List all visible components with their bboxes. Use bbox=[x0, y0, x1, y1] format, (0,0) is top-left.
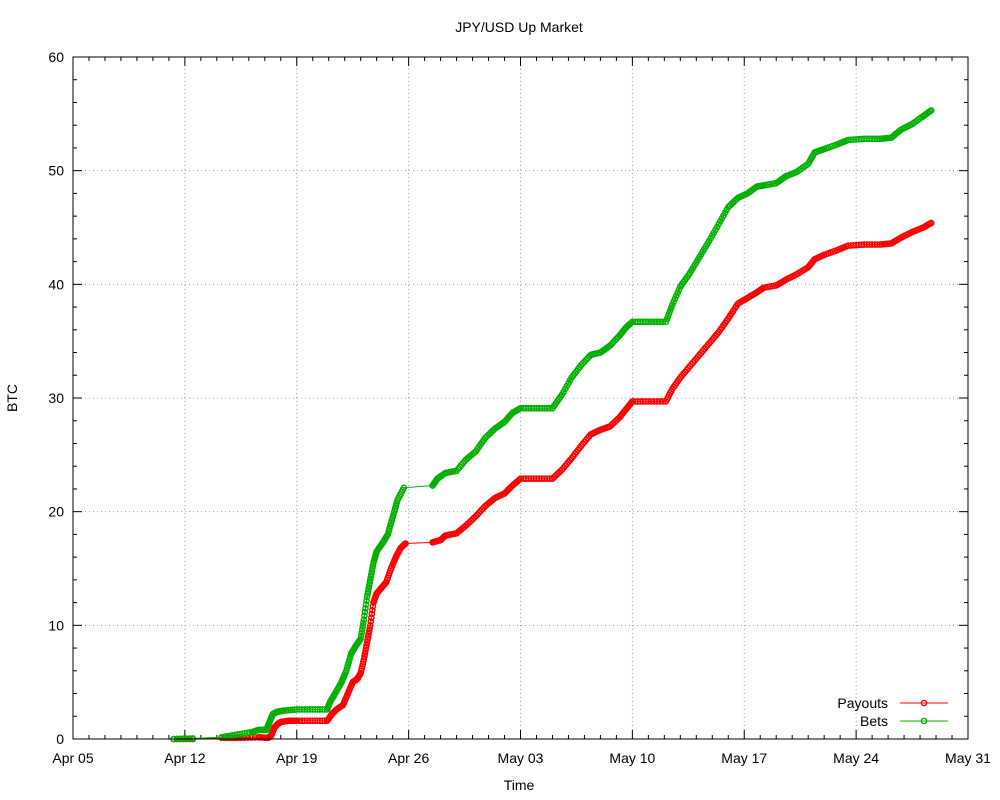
data-point-bets bbox=[360, 616, 368, 623]
x-tick-label: May 24 bbox=[833, 750, 879, 766]
y-axis-label: BTC bbox=[4, 384, 20, 412]
data-point-bets bbox=[384, 531, 392, 538]
data-point-payouts bbox=[515, 476, 523, 484]
x-tick-label: Apr 12 bbox=[164, 750, 205, 766]
data-point-bets bbox=[362, 604, 369, 612]
data-point-bets bbox=[358, 629, 366, 636]
data-point-bets bbox=[388, 516, 396, 524]
data-point-payouts bbox=[369, 606, 376, 614]
plot-frame bbox=[72, 56, 969, 740]
data-point-bets bbox=[345, 658, 352, 666]
data-point-bets bbox=[389, 514, 396, 521]
data-point-bets bbox=[357, 632, 365, 640]
data-point-bets bbox=[392, 502, 400, 510]
x-tick-label: May 17 bbox=[721, 750, 767, 766]
y-tick-label: 10 bbox=[48, 617, 64, 633]
data-point-bets bbox=[343, 664, 351, 672]
data-point-payouts bbox=[366, 624, 374, 632]
legend: Payouts Bets bbox=[837, 695, 948, 729]
data-point-payouts bbox=[367, 618, 375, 625]
legend-label-payouts: Payouts bbox=[837, 695, 888, 711]
data-point-bets bbox=[386, 522, 394, 530]
y-tick-label: 50 bbox=[48, 163, 64, 179]
legend-marker-payouts bbox=[920, 699, 928, 707]
x-axis-label: Time bbox=[504, 777, 535, 793]
y-tick-label: 60 bbox=[48, 49, 64, 65]
data-point-payouts bbox=[402, 540, 409, 547]
y-tick-label: 0 bbox=[56, 731, 64, 747]
data-point-bets bbox=[358, 626, 366, 633]
x-tick-label: Apr 05 bbox=[52, 750, 93, 766]
data-point-bets bbox=[361, 608, 369, 616]
data-point-bets bbox=[346, 656, 353, 663]
data-point-payouts bbox=[368, 610, 376, 618]
data-point-bets bbox=[344, 661, 352, 669]
x-tick-label: Apr 26 bbox=[388, 750, 429, 766]
grid bbox=[73, 57, 968, 739]
data-point-bets bbox=[359, 622, 367, 630]
series-layer bbox=[170, 107, 935, 743]
x-tick-label: May 31 bbox=[945, 750, 991, 766]
data-point-bets bbox=[363, 597, 370, 605]
data-point-payouts bbox=[927, 219, 935, 227]
x-tick-label: Apr 19 bbox=[276, 750, 317, 766]
data-point-bets bbox=[390, 508, 398, 515]
data-point-payouts bbox=[237, 734, 245, 742]
axes: 0 10 20 30 40 50 60 Apr 05 Apr 12 Apr 19 Apr 26 May… bbox=[48, 49, 991, 766]
x-tick-label: May 10 bbox=[609, 750, 655, 766]
data-point-bets bbox=[385, 528, 392, 535]
data-point-bets bbox=[361, 612, 368, 620]
legend-label-bets: Bets bbox=[860, 713, 888, 729]
data-point-bets bbox=[189, 735, 197, 742]
legend-marker-bets bbox=[920, 717, 928, 725]
x-tick-label: May 03 bbox=[498, 750, 544, 766]
data-point-bets bbox=[362, 601, 370, 608]
data-point-bets bbox=[927, 107, 935, 114]
data-point-bets bbox=[360, 619, 367, 627]
y-tick-label: 30 bbox=[48, 390, 64, 406]
data-point-bets bbox=[386, 525, 393, 533]
data-point-bets bbox=[390, 511, 397, 518]
y-tick-label: 40 bbox=[48, 276, 64, 292]
data-point-bets bbox=[357, 635, 364, 643]
data-point-payouts bbox=[368, 614, 375, 622]
y-tick-label: 20 bbox=[48, 504, 64, 520]
data-point-bets bbox=[342, 667, 350, 675]
data-point-payouts bbox=[366, 622, 374, 629]
data-point-bets bbox=[391, 505, 399, 513]
data-point-bets bbox=[400, 484, 408, 492]
chart-title: JPY/USD Up Market bbox=[455, 19, 583, 35]
data-point-bets bbox=[628, 319, 635, 327]
data-point-bets bbox=[387, 519, 395, 527]
